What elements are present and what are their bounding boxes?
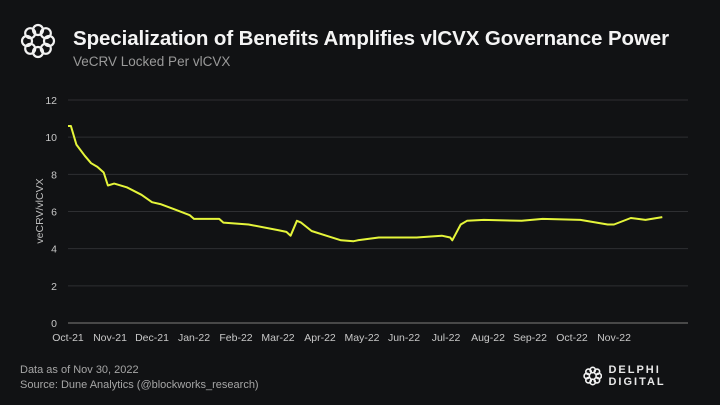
x-tick-label: Apr-22	[304, 332, 336, 344]
delphi-knot-icon	[20, 23, 56, 59]
x-tick-label: Jun-22	[388, 332, 420, 344]
x-tick-label: Jan-22	[178, 332, 210, 344]
delphi-knot-small-icon	[583, 366, 603, 386]
x-tick-label: Dec-21	[135, 332, 169, 344]
x-tick-label: Jul-22	[432, 332, 461, 344]
x-tick-label: Sep-22	[513, 332, 547, 344]
chart-subtitle: VeCRV Locked Per vlCVX	[73, 54, 231, 69]
x-tick-label: Feb-22	[219, 332, 252, 344]
source-note: Source: Dune Analytics (@blockworks_rese…	[20, 379, 259, 391]
y-tick-label: 10	[45, 132, 57, 144]
data-date-note: Data as of Nov 30, 2022	[20, 364, 139, 376]
y-tick-label: 2	[51, 281, 57, 293]
y-tick-labels: 0 2 4 6 8 10 12	[45, 95, 57, 330]
gridlines	[68, 99, 688, 324]
brand-name: DELPHI DIGITAL	[608, 364, 666, 388]
x-tick-label: Oct-21	[52, 332, 84, 344]
x-tick-label: Mar-22	[261, 332, 294, 344]
x-tick-label: Nov-21	[93, 332, 127, 344]
y-tick-label: 6	[51, 207, 57, 219]
logo-svg	[20, 23, 56, 59]
x-tick-labels: Oct-21 Nov-21 Dec-21 Jan-22 Feb-22 Mar-22 Apr-…	[52, 332, 631, 344]
series-line-0	[68, 125, 663, 243]
x-tick-label: Aug-22	[471, 332, 505, 344]
y-tick-label: 12	[45, 95, 57, 107]
x-tick-label: May-22	[344, 332, 379, 344]
y-tick-label: 0	[51, 318, 57, 330]
series-lines	[68, 125, 663, 243]
y-tick-label: 4	[51, 244, 57, 256]
y-tick-label: 8	[51, 169, 57, 181]
x-tick-label: Oct-22	[556, 332, 588, 344]
x-tick-label: Nov-22	[597, 332, 631, 344]
brand-logo: DELPHI DIGITAL	[583, 364, 720, 388]
chart-title: Specialization of Benefits Amplifies vlC…	[73, 27, 669, 50]
y-axis-label: veCRV/vlCVX	[34, 178, 46, 243]
